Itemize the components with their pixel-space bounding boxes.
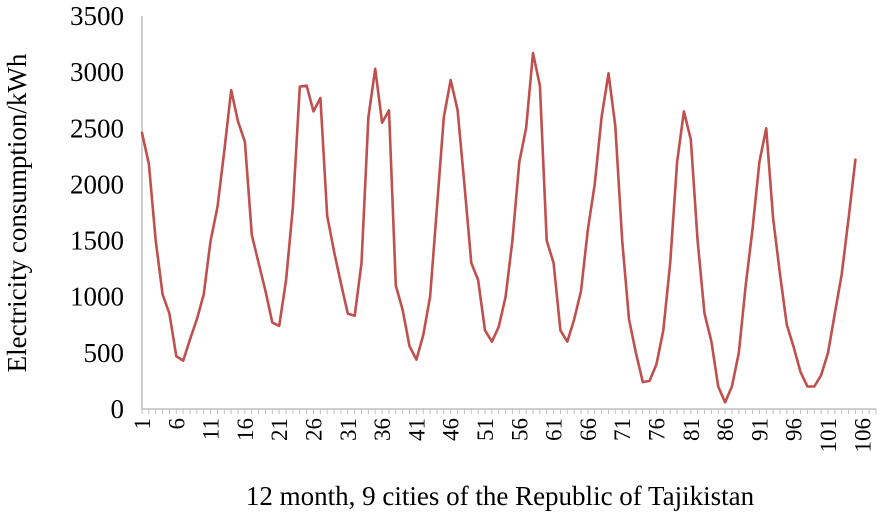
x-axis-title: 12 month, 9 cities of the Republic of Ta… — [246, 481, 755, 511]
y-tick-label: 2000 — [70, 169, 124, 199]
x-tick-labels: 1 6 11 16 21 26 31 36 41 46 51 56 61 66 71 76 81 86 91 96 10… — [130, 418, 875, 453]
x-tick-label: 61 — [542, 418, 567, 441]
x-tick-label: 11 — [199, 418, 224, 440]
x-tick-label: 56 — [507, 418, 532, 441]
x-tick-label: 51 — [473, 418, 498, 441]
x-tick-label: 26 — [301, 418, 326, 441]
x-tick-label: 1 — [130, 418, 155, 430]
x-tick-label: 46 — [439, 418, 464, 441]
y-tick-label: 1500 — [70, 226, 124, 256]
y-tick-label: 500 — [84, 338, 125, 368]
y-tick-label: 3500 — [70, 1, 124, 31]
chart-axes — [141, 16, 876, 410]
x-tick-label: 106 — [850, 418, 875, 453]
x-tick-label: 41 — [404, 418, 429, 441]
x-tick-label: 86 — [713, 418, 738, 441]
x-tick-label: 96 — [782, 418, 807, 441]
y-tick-label: 3000 — [70, 57, 124, 87]
x-tick-label: 81 — [679, 418, 704, 441]
x-tick-label: 101 — [816, 418, 841, 453]
x-tick-label: 16 — [233, 418, 258, 441]
x-tick-label: 6 — [164, 418, 189, 430]
x-tick-label: 71 — [610, 418, 635, 441]
series-line — [140, 51, 857, 404]
y-tick-label: 0 — [111, 394, 125, 424]
x-tick-label: 91 — [747, 418, 772, 441]
x-tick-label: 31 — [336, 418, 361, 441]
y-tick-labels: 0 500 1000 1500 2000 2500 3000 3500 — [70, 1, 124, 424]
x-tick-label: 36 — [370, 418, 395, 441]
x-tick-label: 76 — [644, 418, 669, 441]
x-tick-label: 66 — [576, 418, 601, 441]
x-tick-label: 21 — [267, 418, 292, 441]
y-tick-label: 1000 — [70, 282, 124, 312]
x-tick-marks — [141, 409, 877, 414]
y-tick-label: 2500 — [70, 113, 124, 143]
y-axis-title: Electricity consumption/kWh — [2, 53, 32, 372]
